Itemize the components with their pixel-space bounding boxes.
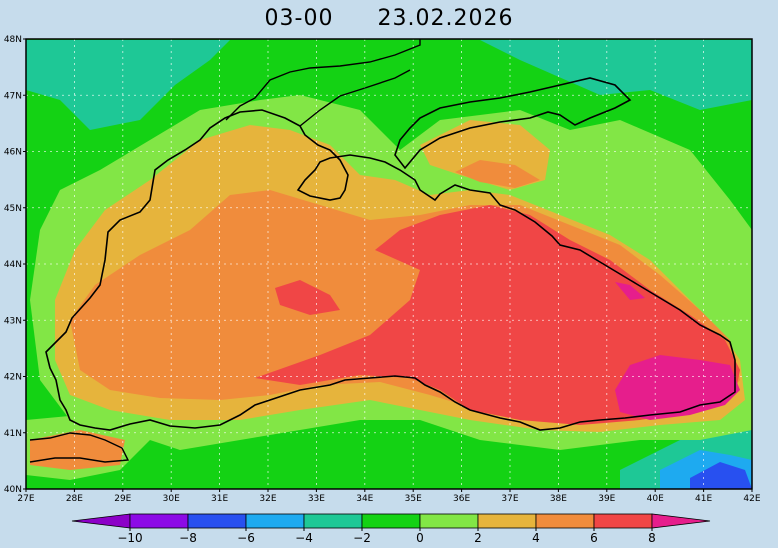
lat-lon-grid <box>26 39 752 489</box>
lat-label: 44N <box>4 260 22 270</box>
colorbar-tick-label: −2 <box>353 531 371 545</box>
colorbar-segment <box>477 513 537 529</box>
lat-label: 42N <box>4 373 22 383</box>
colorbar-tick-label: −8 <box>179 531 197 545</box>
lon-label: 31E <box>211 494 228 504</box>
lon-label: 37E <box>501 494 518 504</box>
colorbar-arrow-low <box>71 513 131 529</box>
field-8-10 <box>255 205 740 425</box>
colorbar-tick-label: −10 <box>117 531 142 545</box>
lon-label: 34E <box>356 494 373 504</box>
lon-label: 30E <box>163 494 180 504</box>
lon-label: 32E <box>259 494 276 504</box>
lat-label: 43N <box>4 316 22 326</box>
lon-label: 36E <box>453 494 470 504</box>
lon-label: 28E <box>66 494 83 504</box>
lon-label: 42E <box>743 494 760 504</box>
forecast-date: 23.02.2026 <box>377 6 514 31</box>
colorbar-segment <box>419 513 479 529</box>
coastline-marmara <box>29 432 130 463</box>
field-8-10-west <box>275 280 340 315</box>
colorbar-tick-label: 0 <box>416 531 424 545</box>
lat-label: 46N <box>4 148 22 158</box>
lon-label: 35E <box>405 494 422 504</box>
lon-label: 29E <box>114 494 131 504</box>
colorbar-ticks: −10 −8 −6 −4 −2 0 2 4 6 8 <box>117 528 656 545</box>
colorbar-tick-label: 4 <box>532 531 540 545</box>
lat-label: 40N <box>4 485 22 495</box>
field-6-8-kerch <box>455 160 540 188</box>
lat-label: 41N <box>4 429 22 439</box>
colorbar-segment <box>187 513 247 529</box>
coastline-azov <box>394 77 632 170</box>
field-minus2-north-west <box>26 40 230 130</box>
longitude-labels: 27E 28E 29E 30E 31E 32E 33E 34E 35E 36E 37E 38E 39E 4… <box>17 489 761 504</box>
forecast-time: 03-00 <box>264 6 334 31</box>
coastline-north <box>225 39 421 127</box>
colorbar-segment <box>361 513 421 529</box>
field-minus2-north-east <box>480 40 752 110</box>
lon-label: 40E <box>647 494 664 504</box>
temperature-field <box>26 39 752 489</box>
colorbar-arrow-high <box>651 513 711 529</box>
lon-label: 39E <box>598 494 615 504</box>
lat-label: 45N <box>4 204 22 214</box>
lat-label: 47N <box>4 91 22 101</box>
field-minus6-south-east <box>690 462 752 489</box>
colorbar-tick-label: −6 <box>237 531 255 545</box>
lon-label: 41E <box>695 494 712 504</box>
colorbar-segment <box>303 513 363 529</box>
colorbar-tick-label: 8 <box>648 531 656 545</box>
field-above-10-north <box>615 282 645 300</box>
colorbar-segment <box>593 513 653 529</box>
colorbar-segment <box>245 513 305 529</box>
latitude-labels: 48N 47N 46N 45N 44N 43N 42N 41N 40N <box>4 35 26 495</box>
lon-label: 33E <box>308 494 325 504</box>
lon-label: 38E <box>550 494 567 504</box>
map-title: 03-00 23.02.2026 <box>0 2 778 36</box>
colorbar-tick-label: 6 <box>590 531 598 545</box>
colorbar-segment <box>129 513 189 529</box>
colorbar <box>71 513 711 529</box>
colorbar-segment <box>535 513 595 529</box>
colorbar-tick-label: −4 <box>295 531 313 545</box>
field-6-8-marmara <box>30 430 125 470</box>
lat-label: 48N <box>4 35 22 45</box>
lon-label: 27E <box>17 494 34 504</box>
colorbar-tick-label: 2 <box>474 531 482 545</box>
